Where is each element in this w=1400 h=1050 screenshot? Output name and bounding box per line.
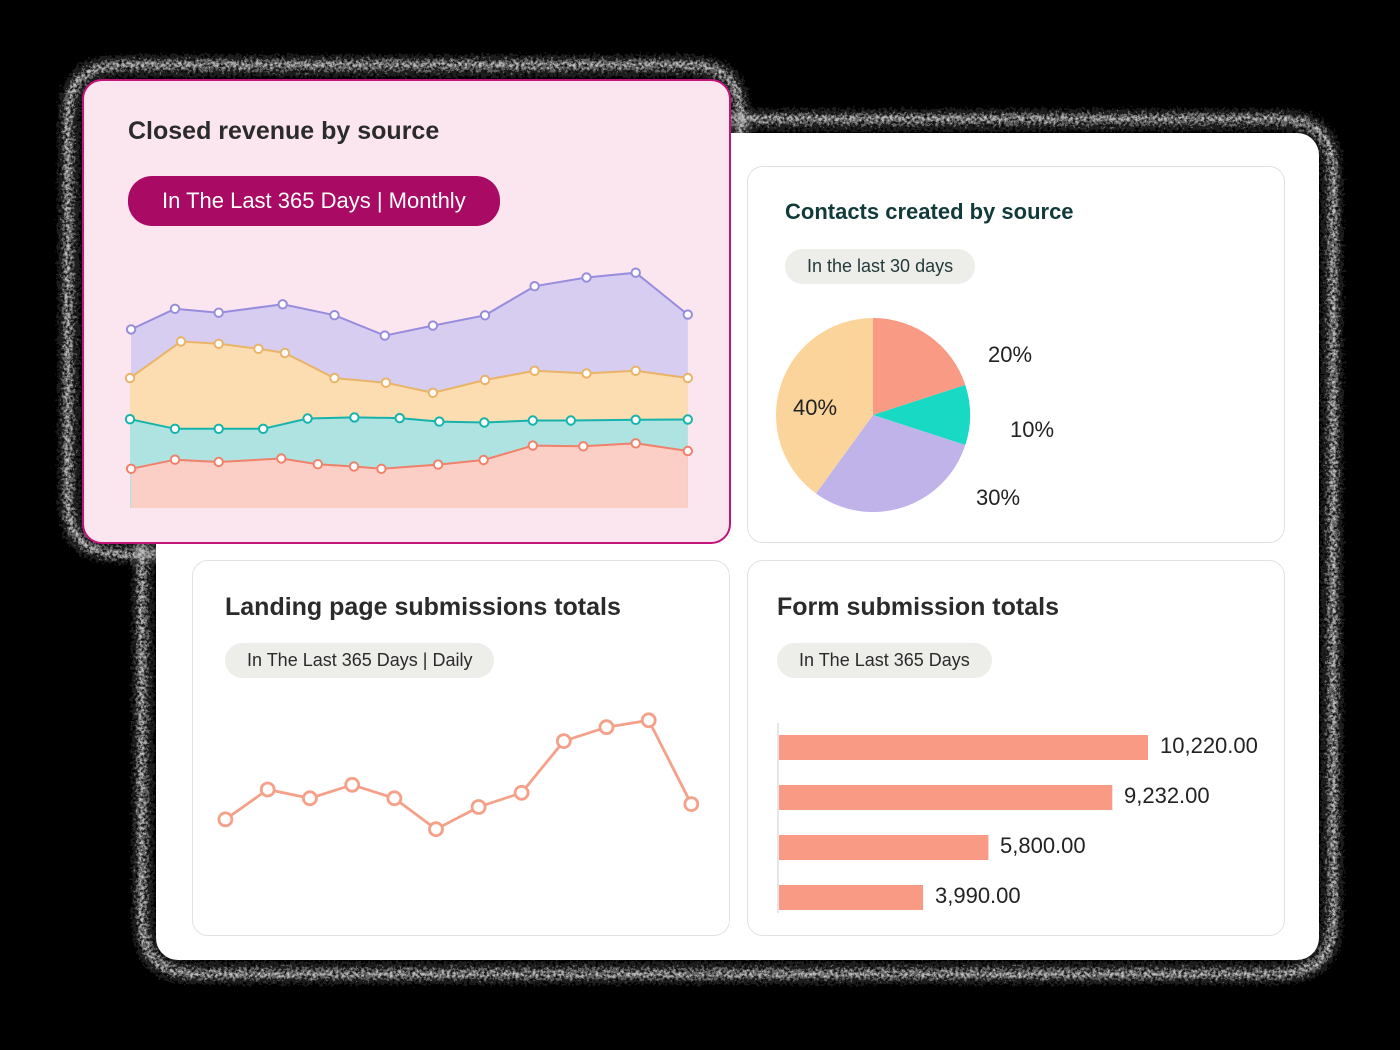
svg-text:20%: 20% <box>988 342 1032 367</box>
svg-text:30%: 30% <box>976 485 1020 510</box>
svg-text:40%: 40% <box>793 395 837 420</box>
svg-text:9,232.00: 9,232.00 <box>1124 783 1210 808</box>
svg-text:3,990.00: 3,990.00 <box>935 883 1021 908</box>
svg-text:10,220.00: 10,220.00 <box>1160 733 1258 758</box>
svg-text:5,800.00: 5,800.00 <box>1000 833 1086 858</box>
svg-text:10%: 10% <box>1010 417 1054 442</box>
